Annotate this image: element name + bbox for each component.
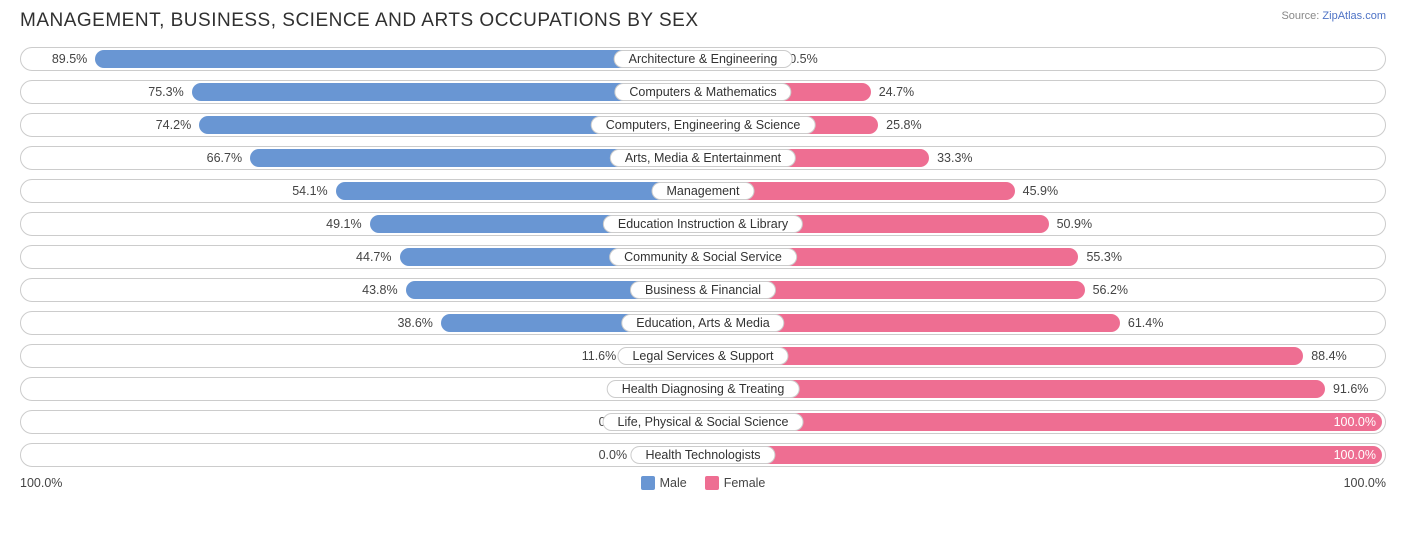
chart-row: 38.6% 61.4% Education, Arts & Media xyxy=(20,311,1386,335)
female-value-label: 33.3% xyxy=(929,149,972,167)
male-swatch-icon xyxy=(641,476,655,490)
axis-right-label: 100.0% xyxy=(1344,476,1386,490)
female-value-label: 55.3% xyxy=(1078,248,1121,266)
chart-row: 8.5%91.6%Health Diagnosing & Treating xyxy=(20,377,1386,401)
legend-male-label: Male xyxy=(660,476,687,490)
male-value-label: 54.1% xyxy=(292,182,335,200)
chart-row: 44.7% 55.3% Community & Social Service xyxy=(20,245,1386,269)
category-label: Health Technologists xyxy=(630,446,775,464)
category-label: Arts, Media & Entertainment xyxy=(610,149,796,167)
legend: Male Female xyxy=(641,476,766,490)
chart-title: MANAGEMENT, BUSINESS, SCIENCE AND ARTS O… xyxy=(20,10,699,32)
female-value-label: 25.8% xyxy=(878,116,921,134)
female-swatch-icon xyxy=(705,476,719,490)
legend-male: Male xyxy=(641,476,687,490)
male-value-label: 66.7% xyxy=(207,149,250,167)
male-bar xyxy=(336,182,703,200)
chart-row: 75.3% 24.7% Computers & Mathematics xyxy=(20,80,1386,104)
male-value-label: 43.8% xyxy=(362,281,405,299)
female-bar xyxy=(703,347,1303,365)
chart-row: 74.2% 25.8% Computers, Engineering & Scien… xyxy=(20,113,1386,137)
chart-row: 66.7% 33.3% Arts, Media & Entertainment xyxy=(20,146,1386,170)
category-label: Legal Services & Support xyxy=(617,347,788,365)
female-value-label: 91.6% xyxy=(1325,380,1368,398)
female-bar xyxy=(703,446,1382,464)
chart-row: 43.8% 56.2% Business & Financial xyxy=(20,278,1386,302)
legend-female: Female xyxy=(705,476,766,490)
chart-row: 54.1% 45.9% Management xyxy=(20,179,1386,203)
male-value-label: 38.6% xyxy=(397,314,440,332)
category-label: Life, Physical & Social Science xyxy=(603,413,804,431)
category-label: Computers, Engineering & Science xyxy=(591,116,816,134)
diverging-bar-chart: 89.5%10.5%Architecture & Engineering 75.3… xyxy=(20,47,1386,467)
category-label: Business & Financial xyxy=(630,281,776,299)
chart-header: MANAGEMENT, BUSINESS, SCIENCE AND ARTS O… xyxy=(20,10,1386,32)
male-value-label: 74.2% xyxy=(156,116,199,134)
female-value-label: 56.2% xyxy=(1085,281,1128,299)
male-value-label: 49.1% xyxy=(326,215,369,233)
female-value-label: 100.0% xyxy=(1334,413,1376,431)
male-bar xyxy=(95,50,703,68)
chart-row: 49.1% 50.9% Education Instruction & Librar… xyxy=(20,212,1386,236)
male-value-label: 75.3% xyxy=(148,83,191,101)
chart-row: 11.6%88.4%Legal Services & Support xyxy=(20,344,1386,368)
category-label: Community & Social Service xyxy=(609,248,797,266)
category-label: Education, Arts & Media xyxy=(621,314,784,332)
source-label: Source: xyxy=(1281,10,1319,22)
category-label: Education Instruction & Library xyxy=(603,215,803,233)
female-value-label: 100.0% xyxy=(1334,446,1376,464)
source-link[interactable]: ZipAtlas.com xyxy=(1322,10,1386,22)
female-value-label: 24.7% xyxy=(871,83,914,101)
chart-row: 0.0%100.0%Life, Physical & Social Scienc… xyxy=(20,410,1386,434)
category-label: Health Diagnosing & Treating xyxy=(607,380,800,398)
legend-female-label: Female xyxy=(724,476,766,490)
female-value-label: 45.9% xyxy=(1015,182,1058,200)
axis-left-label: 100.0% xyxy=(20,476,62,490)
category-label: Computers & Mathematics xyxy=(614,83,791,101)
male-value-label: 44.7% xyxy=(356,248,399,266)
female-bar xyxy=(703,413,1382,431)
female-value-label: 88.4% xyxy=(1303,347,1346,365)
chart-row: 0.0%100.0%Health Technologists xyxy=(20,443,1386,467)
source-attribution: Source: ZipAtlas.com xyxy=(1281,10,1386,22)
female-value-label: 50.9% xyxy=(1049,215,1092,233)
category-label: Management xyxy=(652,182,755,200)
chart-row: 89.5%10.5%Architecture & Engineering xyxy=(20,47,1386,71)
axis-row: 100.0% Male Female 100.0% xyxy=(20,476,1386,490)
category-label: Architecture & Engineering xyxy=(614,50,793,68)
male-value-label: 89.5% xyxy=(52,50,95,68)
female-value-label: 61.4% xyxy=(1120,314,1163,332)
